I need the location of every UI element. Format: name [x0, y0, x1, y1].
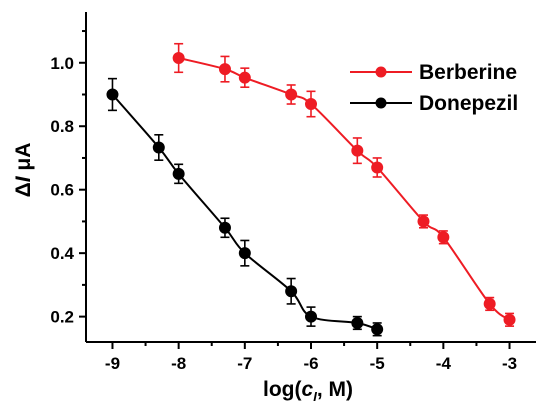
data-point — [371, 161, 384, 174]
data-point — [172, 167, 185, 180]
legend-marker — [375, 97, 387, 109]
data-point — [351, 144, 364, 157]
data-point — [218, 63, 231, 76]
y-tick-label: 0.6 — [50, 181, 74, 200]
data-point — [305, 98, 317, 111]
legend-label-berberine: Berberine — [419, 61, 517, 84]
y-tick-label: 0.2 — [50, 308, 74, 327]
data-point — [238, 71, 251, 84]
data-point — [371, 323, 384, 336]
series-berberine — [172, 42, 516, 327]
x-tick-label: -9 — [105, 354, 120, 373]
y-axis-label: ΔI μA — [12, 143, 35, 198]
x-tick-label: -7 — [237, 354, 252, 373]
series-layer — [106, 42, 516, 337]
data-point — [305, 310, 317, 323]
x-axis-label: log(cI, M) — [263, 378, 353, 404]
data-point — [503, 313, 516, 326]
legend-label-donepezil: Donepezil — [419, 92, 518, 115]
data-point — [152, 141, 165, 154]
data-point — [172, 52, 185, 65]
data-point — [285, 88, 298, 101]
data-point — [437, 231, 450, 244]
x-tick-label: -3 — [502, 354, 517, 373]
data-point — [417, 215, 430, 228]
y-tick-label: 1.0 — [50, 54, 74, 73]
y-tick-label: 0.8 — [50, 117, 74, 136]
y-axis-ticks: 0.2 0.4 0.6 0.8 1.0 — [50, 30, 86, 327]
legend: Berberine Donepezil — [350, 61, 518, 115]
x-tick-label: -5 — [370, 354, 385, 373]
x-tick-label: -6 — [303, 354, 318, 373]
data-point — [285, 285, 298, 298]
x-axis-ticks: -9 -8 -7 -6 -5 -4 -3 — [105, 342, 517, 373]
x-tick-label: -4 — [436, 354, 452, 373]
data-point — [351, 316, 364, 329]
legend-item-donepezil: Donepezil — [350, 92, 518, 115]
legend-item-berberine: Berberine — [350, 61, 517, 84]
y-tick-label: 0.4 — [50, 244, 74, 263]
legend-marker — [375, 66, 387, 78]
data-point — [483, 297, 496, 310]
data-point — [238, 247, 251, 260]
x-tick-label: -8 — [171, 354, 186, 373]
data-point — [106, 88, 119, 101]
data-point — [218, 221, 231, 234]
series-donepezil — [106, 77, 384, 337]
